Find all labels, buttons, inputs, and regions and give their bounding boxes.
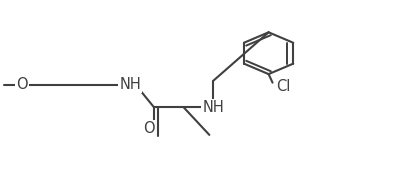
- Text: O: O: [16, 77, 28, 92]
- Text: Cl: Cl: [276, 79, 291, 94]
- Text: O: O: [143, 121, 154, 136]
- Text: NH: NH: [202, 100, 224, 115]
- Text: NH: NH: [119, 77, 141, 92]
